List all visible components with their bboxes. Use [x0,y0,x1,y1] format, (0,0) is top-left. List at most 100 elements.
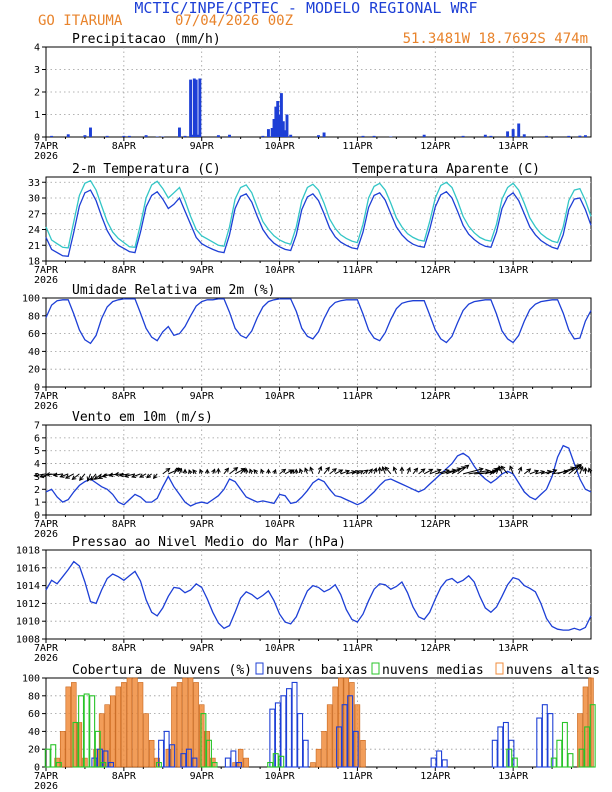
wind-vector-head [298,468,304,474]
wind-vector [429,469,441,475]
x-tick-label: 7APR [34,519,59,530]
wind-vector [124,473,136,477]
wind-vector-head [325,466,330,472]
cloud-bar-high [237,748,244,768]
cloud-bar-low [541,704,548,768]
wind-vector-head [204,468,210,474]
wind-vector-head [509,465,514,471]
wind-vector [418,468,426,475]
y-tick-label: 80 [28,311,40,322]
wind-vector [329,468,337,475]
y-tick-label: 24 [28,225,40,236]
cloud-bar-low [169,744,176,768]
wind-vector [498,466,503,475]
wind-vector-head [309,466,314,472]
wind-vector-head [498,465,503,471]
wind-vector [457,464,469,475]
header-location: GO ITARUMA [38,13,123,29]
wind-vector [87,473,91,482]
x-tick-label: 8APR [112,265,137,276]
wind-vector-head [289,469,295,475]
x-tick-label: 11APR [342,265,373,276]
cloud-bar-high [148,739,155,768]
x-tick-label: 8APR [112,771,137,782]
wind-vector [65,473,75,479]
wind-vector-head [253,469,258,474]
wind-vector-head [131,473,137,479]
precip-bar [272,119,276,137]
wind-vector [309,467,314,475]
wind-vector [529,470,539,475]
wind-vector [407,467,411,475]
precip-bar [270,128,274,137]
cloud-bar-mid [155,761,162,768]
legend-label: nuvens altas [506,663,600,678]
precip-bar [578,135,582,137]
y-tick-label: 2 [34,88,40,99]
x-tick-label: 10APR [265,519,296,530]
wind-vector-head [79,476,84,482]
wind-vector [562,464,580,475]
panel-pressure: 1008 1010 1012 1014 1016 1018 7APR 8APR 9APR 10AP… [16,535,592,664]
cloud-bar-low [286,688,292,768]
cloud-bar-mid [578,748,585,768]
wind-vector [557,467,575,475]
panel-frame [45,549,592,640]
wind-vector-head [224,467,230,473]
wind-vector-head [420,468,426,473]
panel-clouds: 0 20 40 60 80 100 7APR 8APR 9APR 10APR 11APR 12APR 1… [22,662,600,792]
precip-bar [461,135,465,137]
wind-vector-head [406,466,411,472]
wind-vector-head [192,469,197,475]
x-tick-label: 12APR [420,391,451,402]
precip-bar [511,129,515,137]
wind-vector [382,466,386,475]
y-tick-label: 1 [34,498,40,509]
x-year-label: 2026 [34,275,58,286]
cloud-bar-low [230,750,237,768]
wind-vector [162,468,170,475]
wind-vector-head [281,468,287,474]
series-line-temperature [45,189,592,257]
cloud-bar-low [235,761,242,768]
legend-swatch [371,662,380,675]
header-title: MCTIC/INPE/CPTEC - MODELO REGIONAL WRF [134,0,477,17]
cloud-bar-high [187,677,194,768]
wind-vector [229,467,238,475]
precip-bar [189,79,193,137]
x-tick-label: 13APR [498,643,529,654]
wind-vector-head [243,467,249,473]
cloud-bar-high [59,731,66,768]
wind-vector-head [304,467,309,473]
wind-vector [223,468,229,475]
precip-bar [261,135,265,137]
wind-vector-head [436,468,442,474]
series-line-speed [45,444,592,507]
x-tick-label: 11APR [342,141,373,152]
precip-bar [198,78,202,137]
x-tick-label: 12APR [420,265,451,276]
cloud-bar-low [108,761,115,768]
cloud-bar-mid [589,704,596,768]
wind-vector [79,473,86,481]
cloud-bar-mid [55,761,62,768]
precip-bar [105,135,109,137]
y-tick-label: 18 [28,257,40,268]
x-tick-label: 9APR [190,643,215,654]
wind-vector [340,470,350,475]
x-tick-label: 11APR [342,771,373,782]
x-tick-label: 9APR [190,771,215,782]
panel-humidity: 0 20 40 60 80 100 7APR 8APR 9APR 10APR 11APR 12APR 1… [22,283,592,412]
x-year-label: 2026 [34,653,58,664]
legend-swatch [255,662,264,675]
cloud-bar-low [191,757,198,768]
cloud-bar-high [121,682,127,768]
wind-vector-head [182,468,188,474]
precip-bar [279,93,283,137]
y-tick-label: 60 [28,709,40,720]
y-tick-label: 1014 [16,581,40,592]
x-year-label: 2026 [34,781,58,792]
precip-bar [506,131,510,137]
wind-vector-head [368,468,373,474]
wind-vector [173,467,179,475]
